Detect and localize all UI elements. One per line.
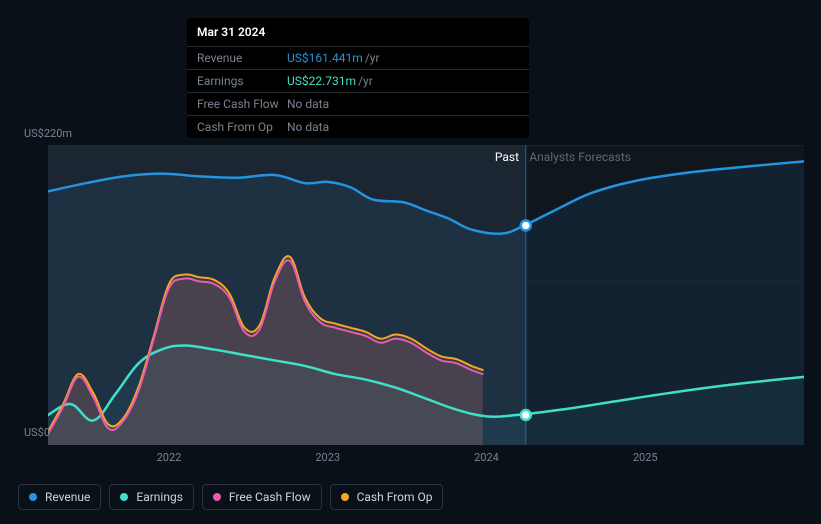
- legend-dot-icon: [120, 493, 128, 501]
- tooltip-row-label: Revenue: [197, 51, 287, 65]
- tooltip-row-label: Earnings: [197, 74, 287, 88]
- chart-legend: Revenue Earnings Free Cash Flow Cash From O…: [18, 484, 443, 510]
- tooltip-row-nodata: No data: [287, 120, 329, 134]
- tooltip-row-value: US$161.441m: [287, 51, 363, 65]
- legend-label: Free Cash Flow: [229, 490, 311, 504]
- legend-item[interactable]: Free Cash Flow: [202, 484, 322, 510]
- x-axis-label: 2022: [157, 451, 182, 464]
- tooltip-row-unit: /yr: [365, 51, 380, 65]
- tooltip-row-unit: /yr: [358, 74, 373, 88]
- x-axis-label: 2024: [474, 451, 499, 464]
- chart-area[interactable]: [48, 145, 804, 445]
- legend-label: Earnings: [136, 490, 183, 504]
- y-axis-max-label: US$220m: [24, 127, 72, 140]
- y-axis-min-label: US$0: [24, 426, 50, 439]
- tab-past[interactable]: Past: [495, 150, 519, 164]
- tooltip-row-label: Cash From Op: [197, 120, 287, 134]
- x-axis-labels: 2022 2023 2024 2025: [48, 451, 804, 471]
- x-axis-label: 2025: [633, 451, 658, 464]
- legend-dot-icon: [29, 493, 37, 501]
- tooltip-row: RevenueUS$161.441m /yr: [187, 47, 529, 70]
- tooltip-row-label: Free Cash Flow: [197, 97, 287, 111]
- tab-forecast[interactable]: Analysts Forecasts: [529, 150, 631, 164]
- legend-item[interactable]: Revenue: [18, 484, 101, 510]
- chart-tooltip: Mar 31 2024 RevenueUS$161.441m /yrEarnin…: [187, 18, 529, 138]
- x-axis-label: 2023: [315, 451, 340, 464]
- legend-item[interactable]: Cash From Op: [330, 484, 444, 510]
- tooltip-date: Mar 31 2024: [187, 18, 529, 47]
- legend-label: Cash From Op: [357, 490, 433, 504]
- legend-dot-icon: [213, 493, 221, 501]
- tooltip-row-nodata: No data: [287, 97, 329, 111]
- legend-item[interactable]: Earnings: [109, 484, 194, 510]
- legend-label: Revenue: [45, 490, 90, 504]
- tooltip-row: EarningsUS$22.731m /yr: [187, 70, 529, 93]
- tooltip-row-value: US$22.731m: [287, 74, 356, 88]
- legend-dot-icon: [341, 493, 349, 501]
- tooltip-row: Cash From OpNo data: [187, 116, 529, 138]
- tooltip-row: Free Cash FlowNo data: [187, 93, 529, 116]
